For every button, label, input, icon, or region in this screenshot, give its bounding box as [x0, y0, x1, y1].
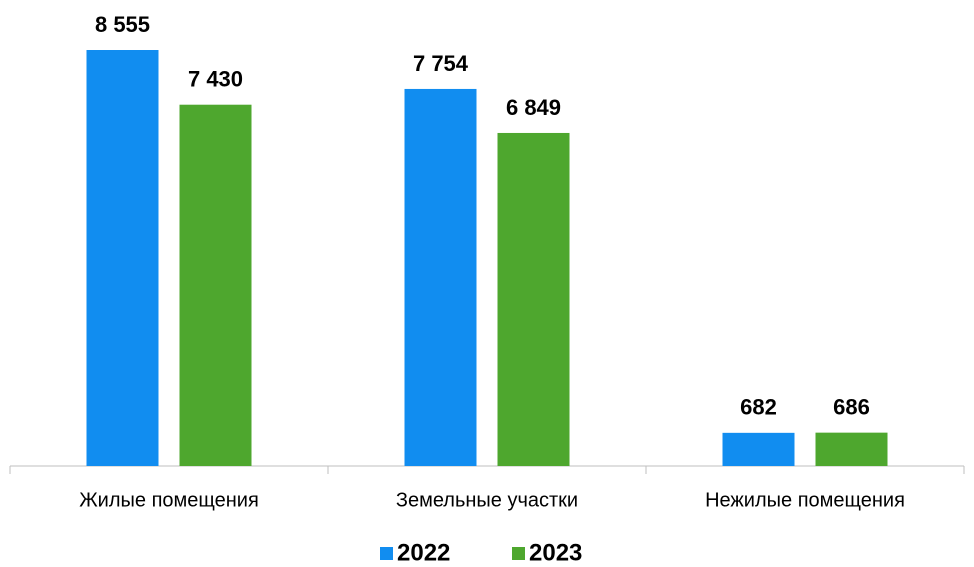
bar — [497, 132, 570, 467]
legend-swatch — [380, 547, 393, 560]
legend-label: 2022 — [397, 539, 450, 566]
value-label: 7 430 — [188, 67, 243, 92]
value-label: 7 754 — [413, 51, 469, 76]
legend-label: 2023 — [529, 539, 582, 566]
bar — [179, 104, 252, 467]
value-label: 8 555 — [95, 12, 150, 37]
x-tick-label: Жилые помещения — [79, 489, 259, 511]
bar — [722, 432, 795, 466]
bar — [86, 50, 159, 466]
x-tick-label: Нежилые помещения — [705, 489, 905, 511]
bar — [404, 88, 477, 466]
value-label: 686 — [833, 394, 870, 419]
x-tick-label: Земельные участки — [396, 489, 578, 511]
bar — [815, 432, 888, 466]
value-label: 682 — [740, 395, 777, 420]
legend-swatch — [512, 547, 525, 560]
value-label: 6 849 — [506, 95, 561, 120]
